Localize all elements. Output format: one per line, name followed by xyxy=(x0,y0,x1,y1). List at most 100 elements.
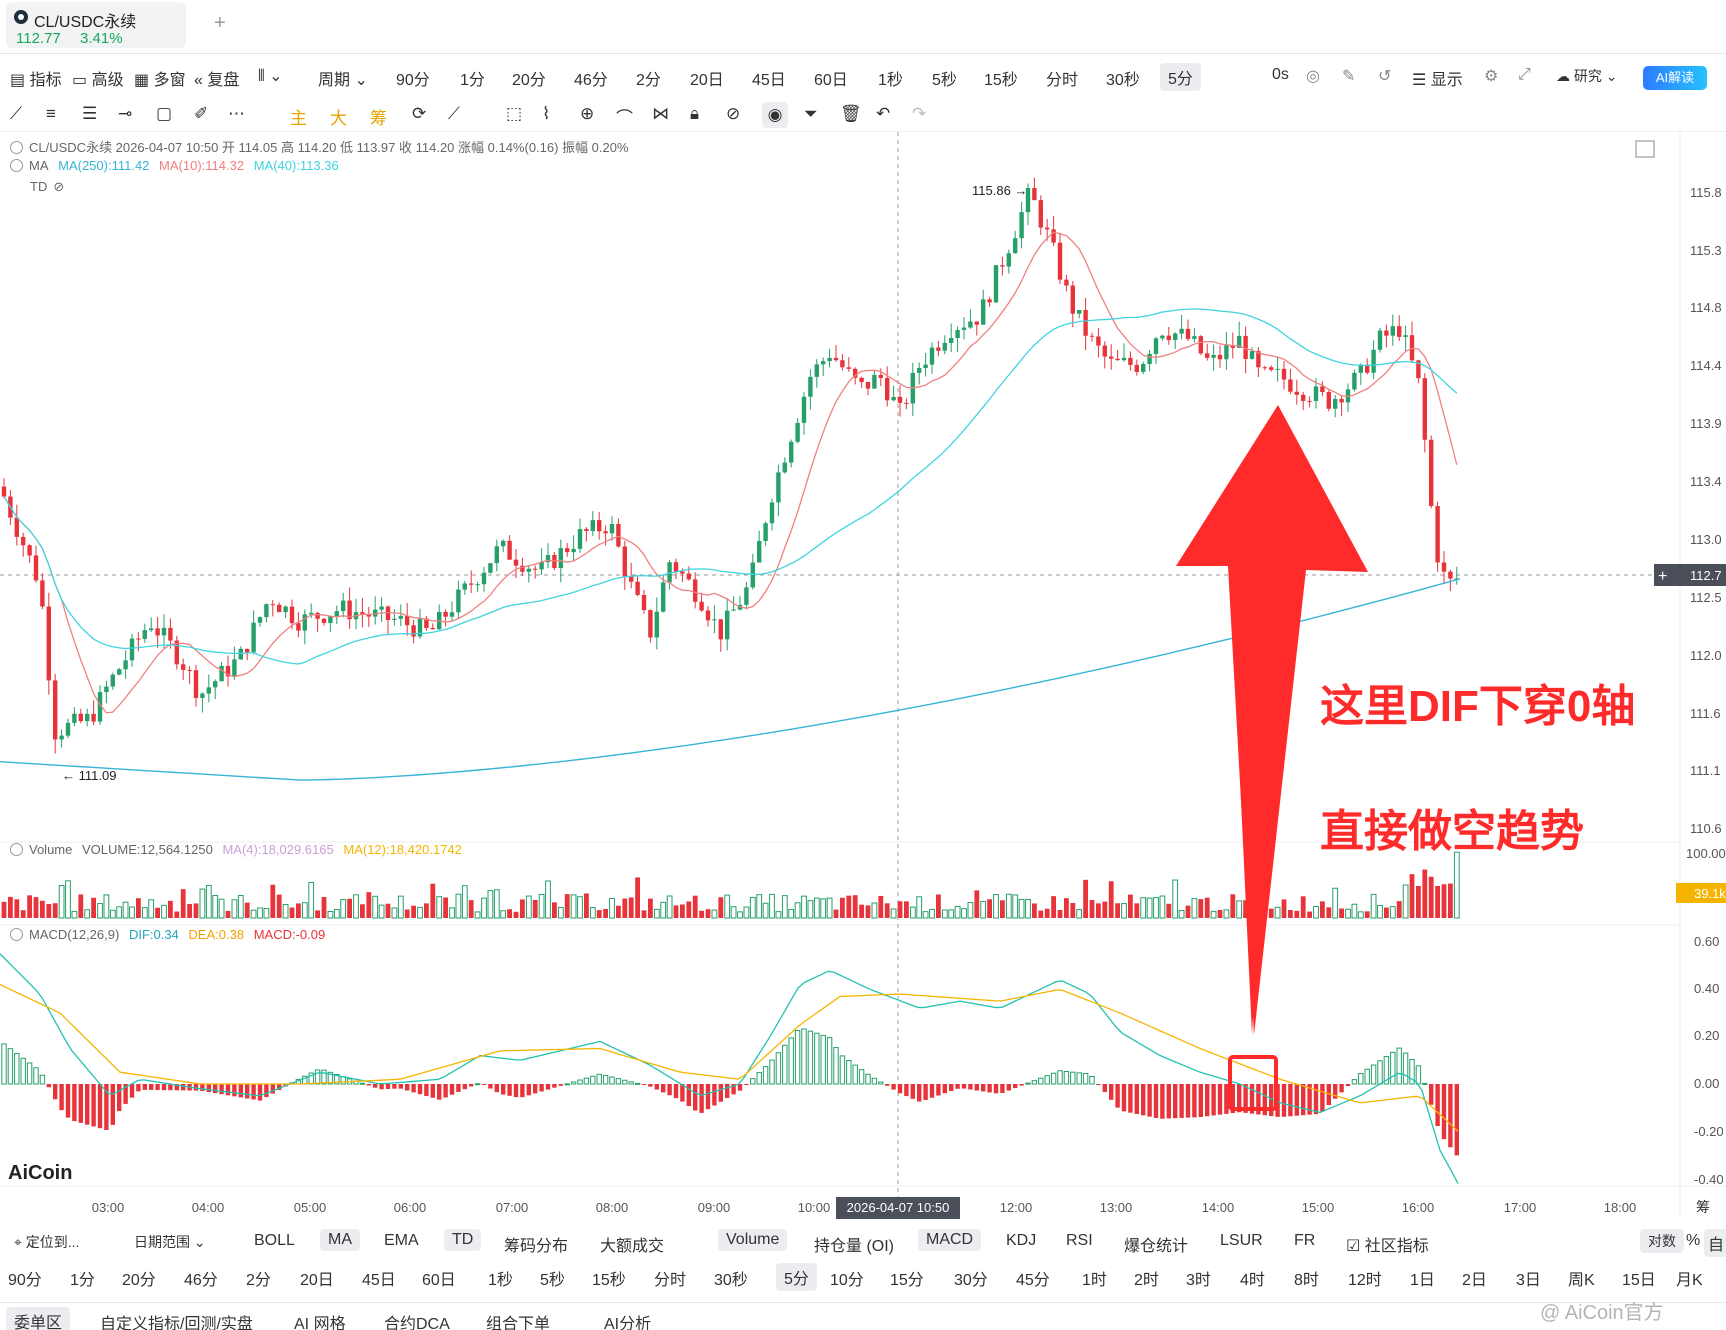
filter-icon[interactable]: ⏷ xyxy=(804,104,818,123)
research-button[interactable]: ☁ 研究 ⌄ xyxy=(1556,68,1618,84)
bar-period-item[interactable]: 30秒 xyxy=(714,1272,748,1289)
hline-tool-icon[interactable]: ≡ xyxy=(46,104,56,123)
auto-scale-toggle[interactable]: 自 xyxy=(1704,1229,1726,1257)
magnet-icon[interactable]: ⌒ xyxy=(616,109,633,128)
bar-period-item[interactable]: 3日 xyxy=(1516,1272,1541,1289)
bar-period-item[interactable]: 46分 xyxy=(184,1272,218,1289)
date-range-button[interactable]: 日期范围 ⌄ xyxy=(134,1234,206,1250)
ind-macd[interactable]: MACD xyxy=(918,1229,982,1251)
bar-period-item[interactable]: 15分 xyxy=(890,1272,924,1289)
trash-icon[interactable]: 🗑︎ xyxy=(840,104,862,123)
ind-community[interactable]: ☑ 社区指标 xyxy=(1346,1238,1429,1255)
ind-oi[interactable]: 持仓量 (OI) xyxy=(814,1238,894,1255)
tab-custom-indicator[interactable]: 自定义指标/回测/实盘 xyxy=(100,1316,253,1330)
undo-layout-icon[interactable]: ↺ xyxy=(1378,68,1392,85)
add-tab-button[interactable]: + xyxy=(214,12,226,34)
collapse-icon[interactable] xyxy=(10,141,23,154)
period-45d[interactable]: 45日 xyxy=(752,72,786,89)
period-46m[interactable]: 46分 xyxy=(574,72,608,89)
link-icon[interactable]: ⋈ xyxy=(652,104,669,123)
tab-ai-grid[interactable]: AI 网格 xyxy=(294,1316,346,1330)
bar-period-item[interactable]: 12时 xyxy=(1348,1272,1382,1289)
redo-icon[interactable]: ↷ xyxy=(912,104,927,123)
bar-period-item[interactable]: 1时 xyxy=(1082,1272,1107,1289)
period-2m[interactable]: 2分 xyxy=(636,72,661,89)
ind-big-trade[interactable]: 大额成交 xyxy=(600,1238,665,1255)
main-force-button[interactable]: 主 xyxy=(290,109,307,128)
ind-ema[interactable]: EMA xyxy=(384,1232,419,1249)
bar-period-item[interactable]: 90分 xyxy=(8,1272,42,1289)
bar-period-item[interactable]: 8时 xyxy=(1294,1272,1319,1289)
ind-volume[interactable]: Volume xyxy=(718,1229,788,1251)
collapse-icon[interactable] xyxy=(10,159,23,172)
period-90m[interactable]: 90分 xyxy=(396,72,430,89)
tab-ai-analysis[interactable]: AI分析 xyxy=(604,1316,652,1330)
period-20m[interactable]: 20分 xyxy=(512,72,546,89)
ind-rsi[interactable]: RSI xyxy=(1066,1232,1093,1249)
tab-orders[interactable]: 委单区 xyxy=(6,1307,71,1330)
ind-chip[interactable]: 筹码分布 xyxy=(504,1238,569,1255)
ind-ma[interactable]: MA xyxy=(320,1229,360,1251)
measure-icon[interactable]: ⟋ xyxy=(448,104,460,123)
ind-kdj[interactable]: KDJ xyxy=(1006,1232,1037,1249)
bar-period-item[interactable]: 月K xyxy=(1676,1272,1703,1289)
rectangle-tool-icon[interactable]: ▢ xyxy=(156,104,173,123)
chip-button[interactable]: 筹 xyxy=(370,109,387,128)
bar-period-item[interactable]: 2分 xyxy=(246,1272,271,1289)
collapse-icon[interactable] xyxy=(10,843,23,856)
more-tools-icon[interactable]: ⋯ xyxy=(228,104,245,123)
bar-period-item[interactable]: 分时 xyxy=(654,1272,687,1289)
bar-period-item[interactable]: 60日 xyxy=(422,1272,456,1289)
log-scale-toggle[interactable]: 对数 xyxy=(1640,1229,1684,1253)
eye-icon[interactable]: ◉ xyxy=(762,102,788,128)
bar-period-item[interactable]: 1秒 xyxy=(488,1272,513,1289)
bar-period-item[interactable]: 2时 xyxy=(1134,1272,1159,1289)
brush-tool-icon[interactable]: ✐ xyxy=(194,104,209,123)
bar-period-item[interactable]: 5分 xyxy=(776,1263,817,1291)
bar-period-item[interactable]: 5秒 xyxy=(540,1272,565,1289)
candle-type-icon[interactable]: ⫴ ⌄ xyxy=(258,68,283,85)
camera-icon[interactable]: ◎ xyxy=(1306,68,1320,85)
multiwindow-button[interactable]: ▦ 多窗 xyxy=(134,72,186,89)
bar-period-item[interactable]: 20日 xyxy=(300,1272,334,1289)
tab-combo-order[interactable]: 组合下单 xyxy=(486,1316,551,1330)
period-5s[interactable]: 5秒 xyxy=(932,72,957,89)
period-1s[interactable]: 1秒 xyxy=(878,72,903,89)
ray-tool-icon[interactable]: ⊸ xyxy=(118,104,133,123)
undo-icon[interactable]: ↶ xyxy=(876,104,891,123)
bar-period-item[interactable]: 45日 xyxy=(362,1272,396,1289)
indicator-button[interactable]: ▤ 指标 xyxy=(10,72,62,89)
ind-td[interactable]: TD xyxy=(444,1229,482,1251)
period-timeshare[interactable]: 分时 xyxy=(1046,72,1079,89)
bar-period-item[interactable]: 2日 xyxy=(1462,1272,1487,1289)
zoom-icon[interactable]: ⊕ xyxy=(580,104,595,123)
ruler-icon[interactable]: ⌇ xyxy=(542,104,551,123)
collapse-icon[interactable] xyxy=(10,928,23,941)
period-dropdown[interactable]: 周期 ⌄ xyxy=(318,72,368,89)
bar-period-item[interactable]: 10分 xyxy=(830,1272,864,1289)
settings-icon[interactable]: ⚙ xyxy=(1484,68,1499,85)
period-20d[interactable]: 20日 xyxy=(690,72,724,89)
ind-lsur[interactable]: LSUR xyxy=(1220,1232,1263,1249)
bar-period-item[interactable]: 15日 xyxy=(1622,1272,1656,1289)
symbol-tab[interactable]: CL/USDC永续 112.77 3.41% xyxy=(6,2,186,48)
replay-button[interactable]: « 复盘 xyxy=(194,72,240,89)
bar-period-item[interactable]: 4时 xyxy=(1240,1272,1265,1289)
ind-fr[interactable]: FR xyxy=(1294,1232,1316,1249)
bar-period-item[interactable]: 15秒 xyxy=(592,1272,626,1289)
tab-contract-dca[interactable]: 合约DCA xyxy=(384,1316,450,1330)
sync-drawing-icon[interactable]: ⟳ xyxy=(412,104,427,123)
big-order-button[interactable]: 大 xyxy=(330,109,347,128)
lock-icon[interactable]: 🔒︎ xyxy=(690,104,700,123)
trendline-tool-icon[interactable]: ⟋ xyxy=(10,104,22,123)
advanced-button[interactable]: ▭ 高级 xyxy=(72,72,124,89)
period-5m[interactable]: 5分 xyxy=(1160,63,1201,91)
ind-boll[interactable]: BOLL xyxy=(254,1232,295,1249)
period-30s[interactable]: 30秒 xyxy=(1106,72,1140,89)
period-60d[interactable]: 60日 xyxy=(814,72,848,89)
bar-period-item[interactable]: 1分 xyxy=(70,1272,95,1289)
bar-period-item[interactable]: 30分 xyxy=(954,1272,988,1289)
bar-period-item[interactable]: 1日 xyxy=(1410,1272,1435,1289)
ai-interpret-button[interactable]: AI解读 xyxy=(1643,66,1707,90)
pencil-icon[interactable]: ✎ xyxy=(1342,68,1356,85)
